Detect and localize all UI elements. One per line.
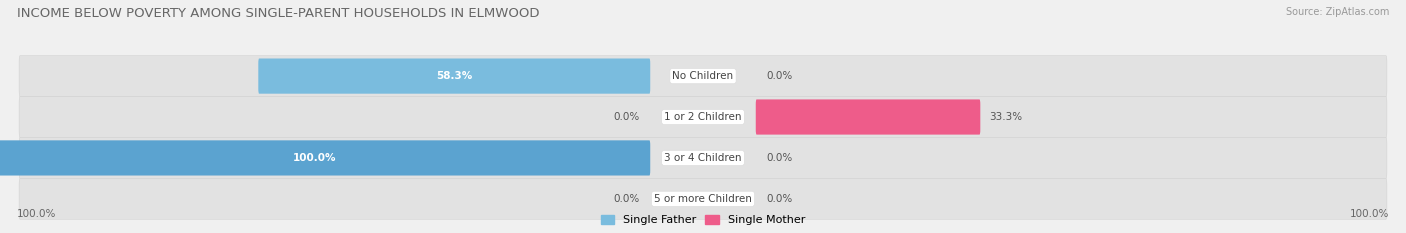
Text: 5 or more Children: 5 or more Children xyxy=(654,194,752,204)
Text: No Children: No Children xyxy=(672,71,734,81)
Text: INCOME BELOW POVERTY AMONG SINGLE-PARENT HOUSEHOLDS IN ELMWOOD: INCOME BELOW POVERTY AMONG SINGLE-PARENT… xyxy=(17,7,540,20)
Text: 1 or 2 Children: 1 or 2 Children xyxy=(664,112,742,122)
FancyBboxPatch shape xyxy=(20,56,1386,96)
FancyBboxPatch shape xyxy=(20,96,1386,137)
FancyBboxPatch shape xyxy=(0,140,650,175)
Text: 0.0%: 0.0% xyxy=(613,194,640,204)
Text: 58.3%: 58.3% xyxy=(436,71,472,81)
Text: 3 or 4 Children: 3 or 4 Children xyxy=(664,153,742,163)
Text: 0.0%: 0.0% xyxy=(613,112,640,122)
Text: 33.3%: 33.3% xyxy=(990,112,1022,122)
FancyBboxPatch shape xyxy=(756,99,980,135)
FancyBboxPatch shape xyxy=(20,178,1386,219)
Text: 100.0%: 100.0% xyxy=(292,153,336,163)
FancyBboxPatch shape xyxy=(20,137,1386,178)
Legend: Single Father, Single Mother: Single Father, Single Mother xyxy=(599,212,807,227)
Text: 100.0%: 100.0% xyxy=(17,209,56,219)
Text: 0.0%: 0.0% xyxy=(766,194,793,204)
Text: 0.0%: 0.0% xyxy=(766,153,793,163)
Text: Source: ZipAtlas.com: Source: ZipAtlas.com xyxy=(1285,7,1389,17)
Text: 100.0%: 100.0% xyxy=(1350,209,1389,219)
Text: 0.0%: 0.0% xyxy=(766,71,793,81)
FancyBboxPatch shape xyxy=(259,58,650,94)
